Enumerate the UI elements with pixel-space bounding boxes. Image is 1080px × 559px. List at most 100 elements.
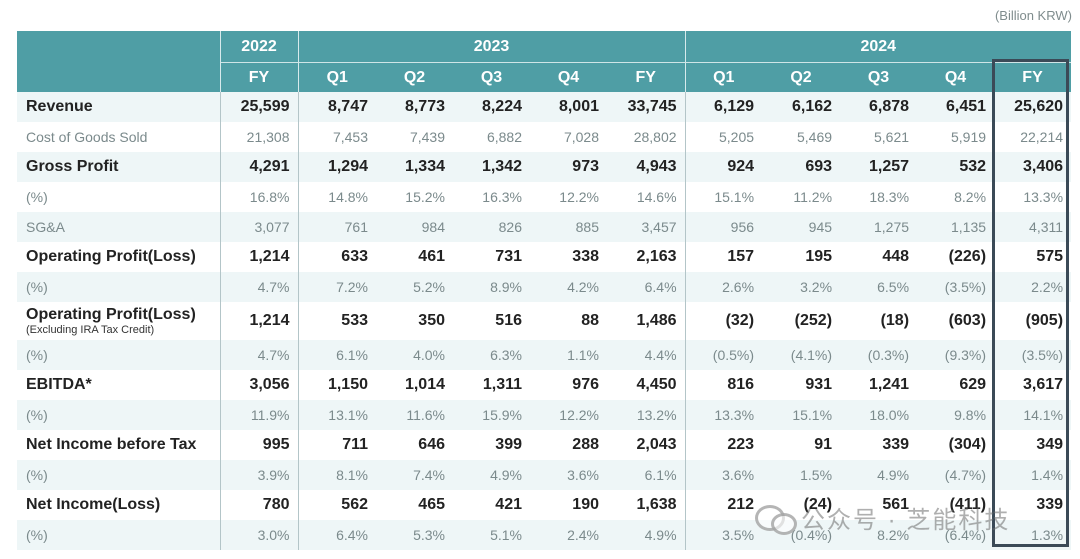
table-cell: 973	[572, 158, 599, 175]
table-cell: 1.3%	[1031, 527, 1064, 543]
period-header: FY	[607, 62, 686, 92]
table-cell: 1,241	[868, 376, 910, 393]
table-cell: 7.2%	[336, 279, 368, 295]
table-cell: 976	[572, 376, 599, 393]
table-cell: 28,802	[607, 122, 686, 152]
table-cell: 8.2%	[877, 527, 910, 543]
table-cell: 11.6%	[406, 407, 445, 423]
period-header: FY	[1022, 68, 1043, 86]
table-row: (%) 16.8% 14.8% 15.2% 16.3% 12.2% 14.6% 15.1% 11…	[17, 182, 1072, 212]
table-cell: 22,214	[1020, 129, 1064, 145]
table-cell: 1,334	[404, 158, 445, 175]
period-header: Q1	[326, 68, 348, 86]
table-cell: 3.2%	[800, 279, 833, 295]
table-cell: 4.7%	[220, 340, 299, 370]
table-cell: 5,205	[718, 129, 755, 145]
table-row: Operating Profit(Loss) (Excluding IRA Tax…	[17, 302, 1072, 340]
table-cell: 4.4%	[607, 340, 686, 370]
table-row: (%) 4.7% 7.2% 5.2% 8.9% 4.2% 6.4% 2.6% 3.2% 6.5% (…	[17, 272, 1072, 302]
period-header: Q3	[867, 68, 890, 86]
table-cell: 13.2%	[607, 400, 686, 430]
period-header: FY	[220, 62, 299, 92]
table-cell: 339	[1036, 496, 1064, 513]
table-cell: 88	[581, 312, 599, 329]
table-cell: 984	[421, 219, 445, 235]
table-cell: 633	[341, 248, 368, 265]
table-cell: 338	[572, 248, 599, 265]
table-cell: 924	[727, 158, 755, 175]
table-cell: 2,043	[607, 430, 686, 460]
table-cell: 18.3%	[869, 189, 910, 205]
table-cell: (226)	[948, 248, 987, 265]
table-cell: 3.5%	[722, 527, 755, 543]
table-cell: (905)	[1025, 312, 1064, 329]
table-cell: 8.9%	[490, 279, 522, 295]
table-cell: 11.9%	[220, 400, 299, 430]
table-row: Operating Profit(Loss) 1,214 633 461 731 338 2…	[17, 242, 1072, 272]
table-row: (%) 3.9% 8.1% 7.4% 4.9% 3.6% 6.1% 3.6% 1.5% 4.9% (…	[17, 460, 1072, 490]
row-label: SG&A	[17, 212, 221, 242]
unit-label: (Billion KRW)	[994, 8, 1072, 23]
table-cell: 826	[498, 219, 522, 235]
table-cell: 5,621	[873, 129, 910, 145]
period-header: Q4	[944, 68, 967, 86]
table-cell: 6.1%	[336, 347, 368, 363]
table-cell: 4.0%	[413, 347, 445, 363]
table-cell: 339	[882, 436, 910, 453]
table-cell: 157	[727, 248, 755, 265]
table-cell: (3.5%)	[944, 279, 987, 295]
table-cell: 3,056	[220, 370, 299, 400]
table-cell: 6.4%	[336, 527, 368, 543]
table-cell: 6,129	[713, 98, 755, 115]
row-label: Revenue	[17, 92, 221, 122]
table-cell: 5.1%	[490, 527, 522, 543]
table-row: (%) 4.7% 6.1% 4.0% 6.3% 1.1% 4.4% (0.5%) (4.1%) (…	[17, 340, 1072, 370]
table-cell: 12.2%	[559, 189, 599, 205]
table-cell: 629	[959, 376, 987, 393]
table-cell: 15.1%	[714, 189, 755, 205]
table-cell: 1.4%	[1031, 467, 1064, 483]
table-cell: 4.9%	[877, 467, 910, 483]
table-row: Revenue 25,599 8,747 8,773 8,224 8,001 33,745 6…	[17, 92, 1072, 122]
table-cell: 1,342	[481, 158, 522, 175]
table-cell: 646	[418, 436, 445, 453]
table-cell: 4,450	[607, 370, 686, 400]
table-cell: 3,077	[220, 212, 299, 242]
table-cell: 761	[344, 219, 368, 235]
table-cell: 195	[805, 248, 833, 265]
table-cell: 532	[959, 158, 987, 175]
period-header: Q2	[403, 68, 426, 86]
table-cell: 885	[575, 219, 599, 235]
year-header: 2022	[220, 31, 299, 63]
table-cell: (0.3%)	[867, 347, 910, 363]
table-cell: 12.2%	[559, 407, 599, 423]
row-label: Operating Profit(Loss)	[17, 242, 221, 272]
table-cell: 5.3%	[413, 527, 445, 543]
table-cell: (411)	[949, 496, 987, 513]
table-cell: 3,617	[1022, 376, 1064, 393]
table-cell: 16.8%	[220, 182, 299, 212]
table-cell: 1,275	[873, 219, 910, 235]
table-cell: (24)	[803, 496, 833, 513]
table-cell: 8,747	[327, 98, 368, 115]
table-cell: 349	[1036, 436, 1064, 453]
table-cell: 6,882	[486, 129, 522, 145]
row-label: Net Income(Loss)	[17, 490, 221, 520]
wechat-logo-icon	[755, 503, 797, 535]
table-cell: (0.4%)	[790, 527, 833, 543]
table-cell: 190	[572, 496, 599, 513]
table-cell: 945	[808, 219, 833, 235]
row-label: Net Income before Tax	[17, 430, 221, 460]
row-label: (%)	[17, 400, 221, 430]
table-row: Net Income before Tax 995 711 646 399 288 2,04…	[17, 430, 1072, 460]
row-label: (%)	[17, 460, 221, 490]
table-row: EBITDA* 3,056 1,150 1,014 1,311 976 4,450 816 93…	[17, 370, 1072, 400]
table-cell: 421	[495, 496, 522, 513]
table-cell: 288	[572, 436, 599, 453]
year-header: 2023	[298, 31, 686, 63]
table-row: Cost of Goods Sold 21,308 7,453 7,439 6,882 7…	[17, 122, 1072, 152]
table-cell: 25,599	[220, 92, 299, 122]
table-cell: 448	[882, 248, 910, 265]
table-cell: 995	[220, 430, 299, 460]
table-cell: 931	[805, 376, 833, 393]
